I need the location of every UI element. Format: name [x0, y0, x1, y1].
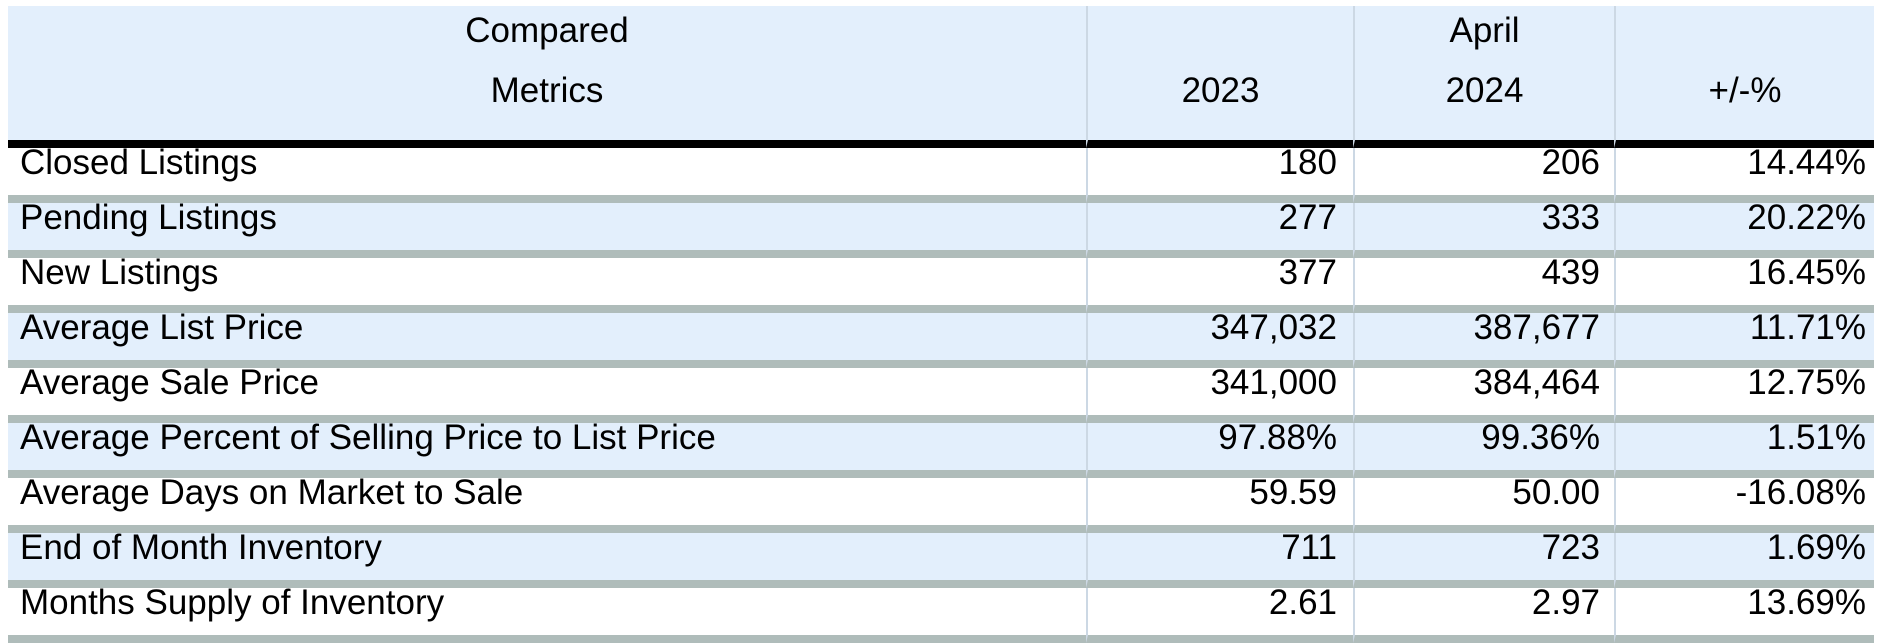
value-2024: 50.00 [1353, 478, 1614, 533]
value-change: -16.08% [1614, 478, 1874, 533]
market-comparison-table-container: Compared April Metrics 2023 2024 +/-% Cl… [8, 6, 1874, 643]
metric-name: Pending Listings [8, 203, 1086, 258]
table-row: Average Percent of Selling Price to List… [8, 423, 1874, 478]
market-comparison-table: Compared April Metrics 2023 2024 +/-% Cl… [8, 6, 1874, 643]
value-2023: 59.59 [1086, 478, 1353, 533]
header-compared-label: Compared [8, 6, 1086, 73]
table-row: Closed Listings 180 206 14.44% [8, 148, 1874, 203]
table-row: Average Days on Market to Sale 59.59 50.… [8, 478, 1874, 533]
value-change: 11.71% [1614, 313, 1874, 368]
table-body: Closed Listings 180 206 14.44% Pending L… [8, 148, 1874, 643]
value-2024: 384,464 [1353, 368, 1614, 423]
table-row: Average List Price 347,032 387,677 11.71… [8, 313, 1874, 368]
metric-name: End of Month Inventory [8, 533, 1086, 588]
metric-name: New Listings [8, 258, 1086, 313]
header-metrics-label: Metrics [8, 73, 1086, 148]
metric-name: Average List Price [8, 313, 1086, 368]
table-row: New Listings 377 439 16.45% [8, 258, 1874, 313]
header-row-columns: Metrics 2023 2024 +/-% [8, 73, 1874, 148]
value-2023: 97.88% [1086, 423, 1353, 478]
value-2023: 180 [1086, 148, 1353, 203]
value-2023: 711 [1086, 533, 1353, 588]
value-change: 12.75% [1614, 368, 1874, 423]
value-change: 14.44% [1614, 148, 1874, 203]
value-2024: 439 [1353, 258, 1614, 313]
header-row-groups: Compared April [8, 6, 1874, 73]
value-2023: 341,000 [1086, 368, 1353, 423]
value-2024: 387,677 [1353, 313, 1614, 368]
header-spacer-2023 [1086, 6, 1353, 73]
table-row: Months Supply of Inventory 2.61 2.97 13.… [8, 588, 1874, 643]
metric-name: Months Supply of Inventory [8, 588, 1086, 643]
header-2024-label: 2024 [1353, 73, 1614, 148]
value-2024: 206 [1353, 148, 1614, 203]
value-change: 13.69% [1614, 588, 1874, 643]
metric-name: Average Percent of Selling Price to List… [8, 423, 1086, 478]
header-april-label: April [1353, 6, 1614, 73]
value-2024: 333 [1353, 203, 1614, 258]
header-change-label: +/-% [1614, 73, 1874, 148]
value-2024: 2.97 [1353, 588, 1614, 643]
value-2024: 99.36% [1353, 423, 1614, 478]
metric-name: Average Sale Price [8, 368, 1086, 423]
header-spacer-change [1614, 6, 1874, 73]
metric-name: Closed Listings [8, 148, 1086, 203]
value-change: 1.69% [1614, 533, 1874, 588]
value-2023: 377 [1086, 258, 1353, 313]
table-row: End of Month Inventory 711 723 1.69% [8, 533, 1874, 588]
value-2023: 2.61 [1086, 588, 1353, 643]
metric-name: Average Days on Market to Sale [8, 478, 1086, 533]
value-2024: 723 [1353, 533, 1614, 588]
table-header: Compared April Metrics 2023 2024 +/-% [8, 6, 1874, 148]
table-row: Average Sale Price 341,000 384,464 12.75… [8, 368, 1874, 423]
value-change: 16.45% [1614, 258, 1874, 313]
table-row: Pending Listings 277 333 20.22% [8, 203, 1874, 258]
value-change: 1.51% [1614, 423, 1874, 478]
value-2023: 347,032 [1086, 313, 1353, 368]
header-2023-label: 2023 [1086, 73, 1353, 148]
value-change: 20.22% [1614, 203, 1874, 258]
value-2023: 277 [1086, 203, 1353, 258]
